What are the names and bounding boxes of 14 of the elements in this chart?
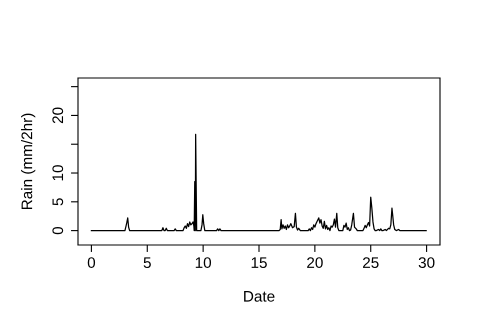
x-axis-title: Date: [244, 291, 274, 302]
x-tick-label: 25: [363, 257, 379, 268]
x-tick-label: 0: [88, 257, 96, 268]
x-tick-label: 15: [252, 257, 267, 268]
x-tick-label: 5: [144, 257, 151, 268]
x-tick-label: 10: [196, 257, 212, 268]
y-tick-label: 20: [52, 108, 64, 124]
y-tick-label: 0: [52, 226, 64, 234]
x-tick-label: 30: [418, 257, 434, 268]
line-series: [90, 134, 427, 232]
y-tick-label: 5: [52, 198, 64, 206]
y-tick-label: 10: [52, 165, 64, 180]
x-tick-label: 20: [307, 257, 323, 268]
y-axis-title: Rain (mm/2hr): [21, 114, 36, 210]
